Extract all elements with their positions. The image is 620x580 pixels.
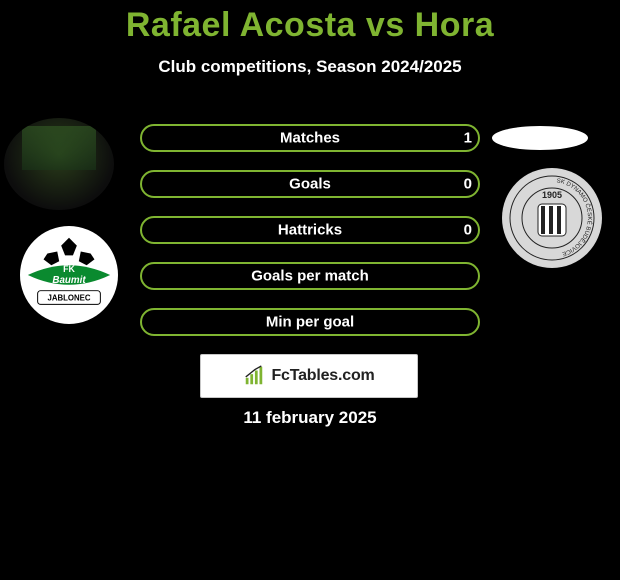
bar-label: Matches <box>280 130 340 147</box>
date-text: 11 february 2025 <box>0 408 620 428</box>
club-right-year: 1905 <box>542 190 562 200</box>
player-right-avatar <box>492 126 588 150</box>
club-left-mid-text: Baumit <box>52 275 86 286</box>
bar-row: Hattricks 0 <box>140 216 480 244</box>
brand-text: FcTables.com <box>271 367 374 385</box>
bar-right-value: 0 <box>464 176 472 193</box>
club-left-badge: FK Baumit JABLONEC <box>20 226 118 324</box>
comparison-bars: Matches 1 Goals 0 Hattricks 0 Goals per match M… <box>140 124 480 354</box>
player-left-avatar <box>4 118 114 210</box>
bar-row: Min per goal <box>140 308 480 336</box>
bar-label: Min per goal <box>266 314 354 331</box>
bar-row: Matches 1 <box>140 124 480 152</box>
bar-label: Goals per match <box>251 268 369 285</box>
bar-label: Hattricks <box>278 222 342 239</box>
bar-right-value: 0 <box>464 222 472 239</box>
club-left-bottom-text: JABLONEC <box>47 293 90 302</box>
brand-chart-icon <box>243 365 265 387</box>
bar-row: Goals 0 <box>140 170 480 198</box>
bar-label: Goals <box>289 176 331 193</box>
brand-box: FcTables.com <box>200 354 418 398</box>
club-right-badge: SK DYNAMO ČESKÉ BUDĚJOVICE 1905 <box>502 168 602 268</box>
club-left-top-text: FK <box>63 264 75 274</box>
bar-row: Goals per match <box>140 262 480 290</box>
bar-right-value: 1 <box>464 130 472 147</box>
page-title: Rafael Acosta vs Hora <box>0 0 620 45</box>
subtitle: Club competitions, Season 2024/2025 <box>0 57 620 77</box>
